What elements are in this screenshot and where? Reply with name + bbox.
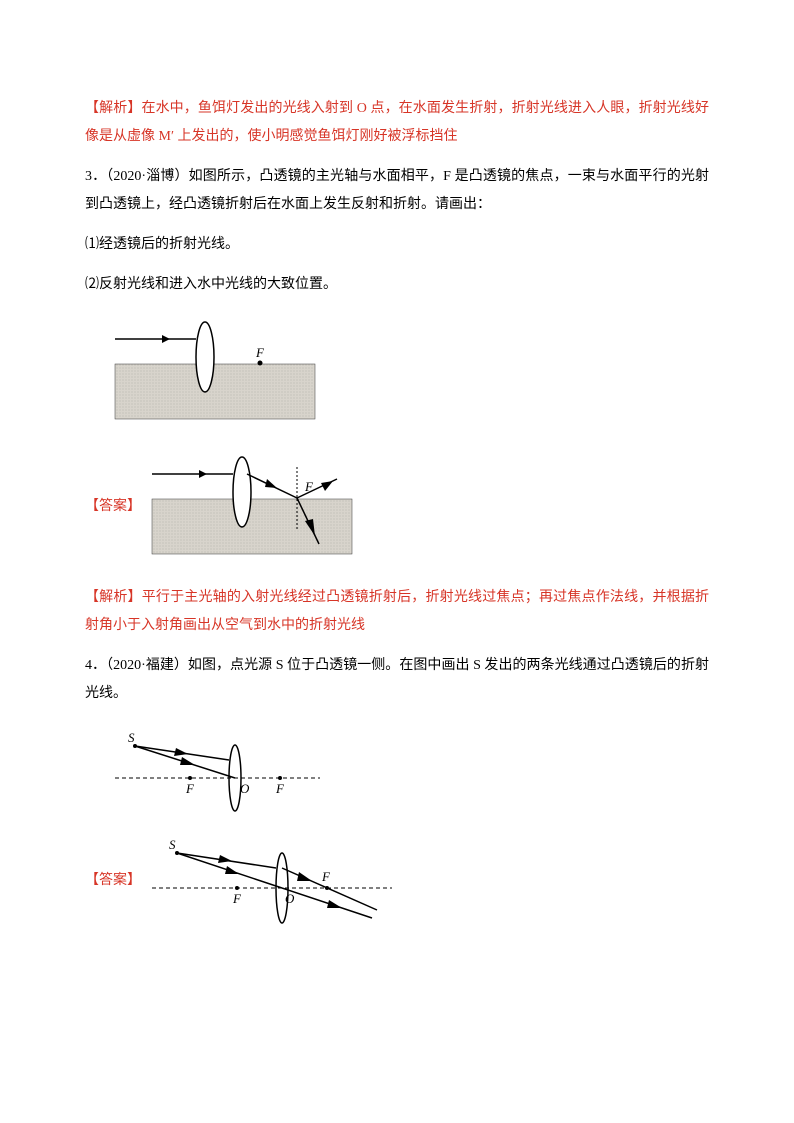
analysis-2-label: 【解析】: [85, 590, 142, 605]
q3-main: 3．（2020·淄博）如图所示，凸透镜的主光轴与水面相平，F 是凸透镜的焦点，一…: [85, 163, 709, 219]
figure-3b: F: [147, 449, 357, 564]
figure-4b: F F O S: [147, 833, 397, 928]
label-O2: O: [285, 891, 295, 906]
analysis-2-text: 平行于主光轴的入射光线经过凸透镜折射后，折射光线过焦点；再过焦点作法线，并根据折…: [85, 590, 709, 633]
q3-sub1-text: ⑴经透镜后的折射光线。: [85, 237, 239, 252]
answer-4-label: 【答案】: [85, 867, 141, 895]
q3-sub2: ⑵反射光线和进入水中光线的大致位置。: [85, 271, 709, 299]
label-F2: F: [304, 479, 314, 494]
analysis-1-text: 在水中，鱼饵灯发出的光线入射到 O 点，在水面发生折射，折射光线进入人眼，折射光…: [85, 101, 709, 144]
answer-4-row: 【答案】 F F O S: [85, 833, 709, 928]
label-O: O: [240, 781, 250, 796]
figure-3a: F: [110, 319, 709, 429]
label-S: S: [128, 730, 135, 745]
label-S2: S: [169, 837, 176, 852]
q3-text: 3．（2020·淄博）如图所示，凸透镜的主光轴与水面相平，F 是凸透镜的焦点，一…: [85, 169, 709, 212]
answer-3-row: 【答案】 F: [85, 449, 709, 564]
analysis-1: 【解析】在水中，鱼饵灯发出的光线入射到 O 点，在水面发生折射，折射光线进入人眼…: [85, 95, 709, 151]
q4-main: 4．（2020·福建）如图，点光源 S 位于凸透镜一侧。在图中画出 S 发出的两…: [85, 652, 709, 708]
label-Fl2: F: [232, 891, 242, 906]
answer-3-label: 【答案】: [85, 493, 141, 521]
figure-4a: F F O S: [110, 728, 709, 813]
q3-sub2-text: ⑵反射光线和进入水中光线的大致位置。: [85, 277, 337, 292]
label-F: F: [255, 345, 265, 360]
label-Fr: F: [275, 781, 285, 796]
label-Fr2: F: [321, 869, 331, 884]
analysis-1-label: 【解析】: [85, 101, 141, 116]
analysis-2: 【解析】平行于主光轴的入射光线经过凸透镜折射后，折射光线过焦点；再过焦点作法线，…: [85, 584, 709, 640]
q4-text: 4．（2020·福建）如图，点光源 S 位于凸透镜一侧。在图中画出 S 发出的两…: [85, 658, 709, 701]
label-Fl: F: [185, 781, 195, 796]
q3-sub1: ⑴经透镜后的折射光线。: [85, 231, 709, 259]
